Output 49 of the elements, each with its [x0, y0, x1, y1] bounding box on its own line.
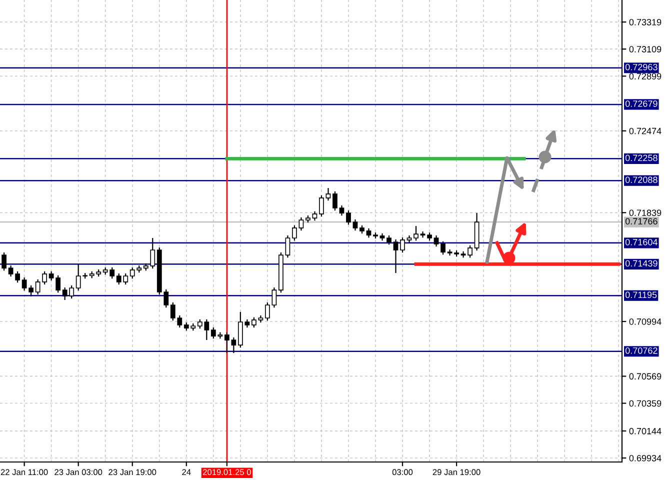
candlestick	[468, 244, 472, 258]
candlestick	[292, 224, 297, 242]
candlestick	[332, 190, 338, 212]
ref-line-label: 0.70762	[625, 347, 658, 354]
candlestick	[352, 218, 358, 232]
y-tick-label: 0.69934	[629, 454, 662, 462]
candlestick	[326, 187, 331, 202]
x-tick-label: 29 Jan 19:00	[432, 469, 480, 476]
x-tick-label: 23 Jan 03:00	[54, 469, 102, 476]
candlestick	[400, 236, 405, 254]
ref-line-label: 0.71604	[625, 238, 658, 246]
candlestick	[272, 286, 277, 308]
candlestick	[440, 240, 446, 256]
x-tick-label: 03:00	[392, 469, 413, 476]
candlestick	[434, 234, 439, 248]
y-tick-label: 0.73319	[629, 18, 662, 26]
candlestick	[393, 238, 398, 274]
ref-line-label: 0.72088	[625, 176, 658, 183]
x-tick-label: 24	[182, 469, 191, 475]
y-tick-label: 0.72899	[629, 73, 662, 80]
candlestick	[319, 194, 324, 218]
y-tick-label: 0.73109	[629, 46, 662, 52]
ref-line-label: 0.71439	[625, 260, 658, 267]
x-tick-label: 22 Jan 11:00	[0, 469, 48, 476]
candlestick	[2, 252, 6, 272]
candlestick	[386, 234, 392, 246]
candlestick	[366, 228, 372, 238]
y-tick-label: 0.70359	[629, 400, 662, 407]
y-tick-label: 0.72474	[629, 128, 662, 134]
ref-line-label: 0.72258	[625, 154, 658, 162]
y-tick-label: 0.70994	[629, 318, 662, 325]
x-tick-label: 2019.01.25 0	[203, 469, 251, 476]
candlestick	[298, 216, 304, 232]
candlestick	[339, 204, 344, 216]
ref-line-label: 0.72963	[625, 64, 658, 70]
candlestick	[346, 210, 351, 226]
ref-line-label: 0.71766	[625, 218, 658, 224]
candlestick	[285, 234, 290, 258]
candlestick	[312, 210, 318, 222]
x-tick-label: 23 Jan 19:00	[108, 469, 156, 476]
ref-line-label: 0.71195	[625, 292, 657, 298]
candlestick	[15, 270, 20, 284]
candlestick	[264, 302, 270, 322]
y-tick-label: 0.70144	[629, 428, 662, 434]
y-tick-label: 0.71839	[629, 210, 662, 216]
ref-line-label: 0.72679	[625, 100, 658, 107]
candlestick	[8, 264, 14, 278]
y-tick-label: 0.70569	[629, 373, 662, 380]
candlestick	[414, 225, 418, 242]
